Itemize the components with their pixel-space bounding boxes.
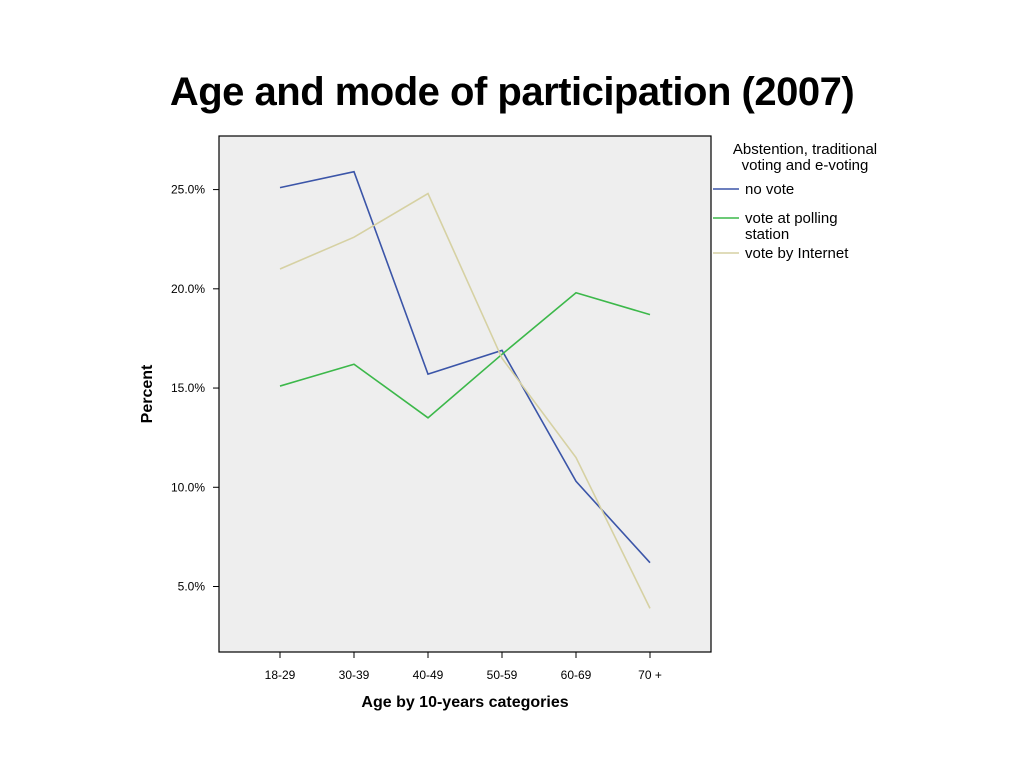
x-tick-label: 18-29 <box>265 668 296 682</box>
x-axis: 18-29 30-39 40-49 50-59 60-69 70 + <box>265 652 662 682</box>
y-tick-label: 25.0% <box>171 183 205 197</box>
y-axis-title: Percent <box>139 364 156 423</box>
y-tick-label: 15.0% <box>171 381 205 395</box>
legend-label: vote at polling <box>745 210 838 227</box>
series-line-vote-by-internet <box>279 192 651 609</box>
x-tick-label: 30-39 <box>339 668 370 682</box>
x-axis-title: Age by 10-years categories <box>361 694 568 711</box>
plot-area <box>218 135 712 653</box>
series-lines <box>279 170 651 609</box>
series-line-vote-at-polling-station <box>279 291 651 419</box>
x-tick-label: 70 + <box>638 668 662 682</box>
series-line-no-vote <box>279 170 651 564</box>
legend-label: no vote <box>745 181 794 198</box>
legend-title: Abstention, traditional <box>733 141 877 158</box>
y-tick-label: 10.0% <box>171 480 205 494</box>
chart-title: Age and mode of participation (2007) <box>169 70 855 114</box>
y-axis: 5.0% 10.0% 15.0% 20.0% 25.0% <box>171 183 219 594</box>
legend-label: vote by Internet <box>745 245 849 262</box>
x-tick-label: 40-49 <box>413 668 444 682</box>
y-tick-label: 5.0% <box>178 580 206 594</box>
legend-label: station <box>745 226 789 243</box>
legend-title: voting and e-voting <box>742 157 869 174</box>
x-tick-label: 60-69 <box>561 668 592 682</box>
y-tick-label: 20.0% <box>171 282 205 296</box>
x-tick-label: 50-59 <box>487 668 518 682</box>
